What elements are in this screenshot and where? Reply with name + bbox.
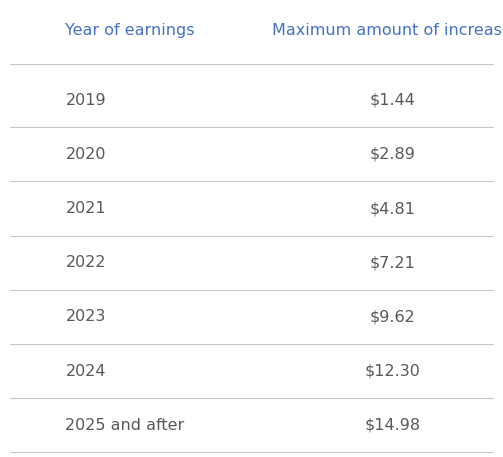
Text: $7.21: $7.21: [369, 255, 415, 270]
Text: 2023: 2023: [65, 309, 106, 324]
Text: $1.44: $1.44: [369, 93, 415, 108]
Text: $9.62: $9.62: [370, 309, 415, 324]
Text: $2.89: $2.89: [369, 147, 415, 162]
Text: $14.98: $14.98: [364, 418, 421, 433]
Text: $12.30: $12.30: [364, 364, 421, 379]
Text: 2021: 2021: [65, 201, 106, 216]
Text: 2022: 2022: [65, 255, 106, 270]
Text: $4.81: $4.81: [369, 201, 415, 216]
Text: 2019: 2019: [65, 93, 106, 108]
Text: Year of earnings: Year of earnings: [65, 23, 195, 38]
Text: 2024: 2024: [65, 364, 106, 379]
Text: 2025 and after: 2025 and after: [65, 418, 185, 433]
Text: 2020: 2020: [65, 147, 106, 162]
Text: Maximum amount of increase: Maximum amount of increase: [273, 23, 503, 38]
